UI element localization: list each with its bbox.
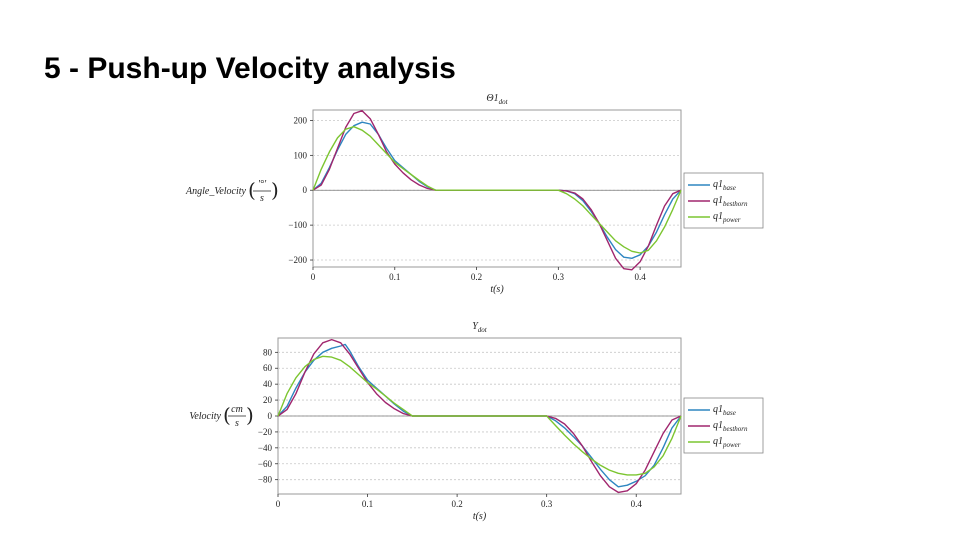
chart-title: Ydot xyxy=(472,321,488,334)
x-tick-label: 0 xyxy=(311,272,316,282)
y-tick-label: 20 xyxy=(263,395,273,405)
y-axis-paren-close: ) xyxy=(246,403,254,427)
x-tick-label: 0.1 xyxy=(362,499,373,509)
x-tick-label: 0.4 xyxy=(634,272,646,282)
y-tick-label: −100 xyxy=(288,220,307,230)
x-tick-label: 0.3 xyxy=(541,499,553,509)
chart-2: 80 60 40 20 0 −20 −40 −60 −80 0 0.1 0.2 0.3 0.4 Ydot t(… xyxy=(189,321,764,522)
y-tick-label: 200 xyxy=(294,115,308,125)
y-tick-label: 80 xyxy=(263,347,273,357)
y-tick-label: 40 xyxy=(263,379,273,389)
x-tick-label: 0.2 xyxy=(451,499,462,509)
y-tick-label: −20 xyxy=(258,427,273,437)
x-axis-label: t(s) xyxy=(473,511,487,522)
x-tick-label: 0.1 xyxy=(389,272,400,282)
y-axis-unit-numerator: cm xyxy=(231,404,243,415)
y-tick-label: 0 xyxy=(303,185,308,195)
chart-title: Θ1dot xyxy=(486,93,508,106)
y-axis-unit-denominator: s xyxy=(260,193,264,204)
x-tick-label: 0.3 xyxy=(553,272,565,282)
series-line-power xyxy=(312,125,682,254)
y-axis-label: Angle_Velocity xyxy=(185,186,247,197)
y-axis-unit-numerator: '°' xyxy=(258,179,267,190)
y-tick-label: −40 xyxy=(258,443,273,453)
y-axis-label: Velocity xyxy=(189,411,221,422)
y-tick-label: −200 xyxy=(288,255,307,265)
y-tick-label: 0 xyxy=(268,411,273,421)
chart-1: 200 100 0 −100 −200 0 0.1 0.2 0.3 0.4 Θ1dot t(s) Ang… xyxy=(185,93,764,295)
x-axis-label: t(s) xyxy=(490,284,504,295)
x-tick-label: 0 xyxy=(276,499,281,509)
y-tick-label: 60 xyxy=(263,363,273,373)
y-tick-label: −80 xyxy=(258,475,273,485)
y-axis-unit-denominator: s xyxy=(235,418,239,429)
plot-frame xyxy=(312,109,682,268)
y-axis-paren-close: ) xyxy=(271,178,279,202)
y-axis-paren-open: ( xyxy=(248,178,256,202)
y-axis-paren-open: ( xyxy=(223,403,231,427)
y-tick-label: −60 xyxy=(258,459,273,469)
series-line-power xyxy=(277,355,682,476)
slide-title: 5 - Push-up Velocity analysis xyxy=(44,52,456,85)
x-tick-label: 0.4 xyxy=(631,499,643,509)
x-tick-label: 0.2 xyxy=(471,272,482,282)
y-tick-label: 100 xyxy=(294,150,308,160)
